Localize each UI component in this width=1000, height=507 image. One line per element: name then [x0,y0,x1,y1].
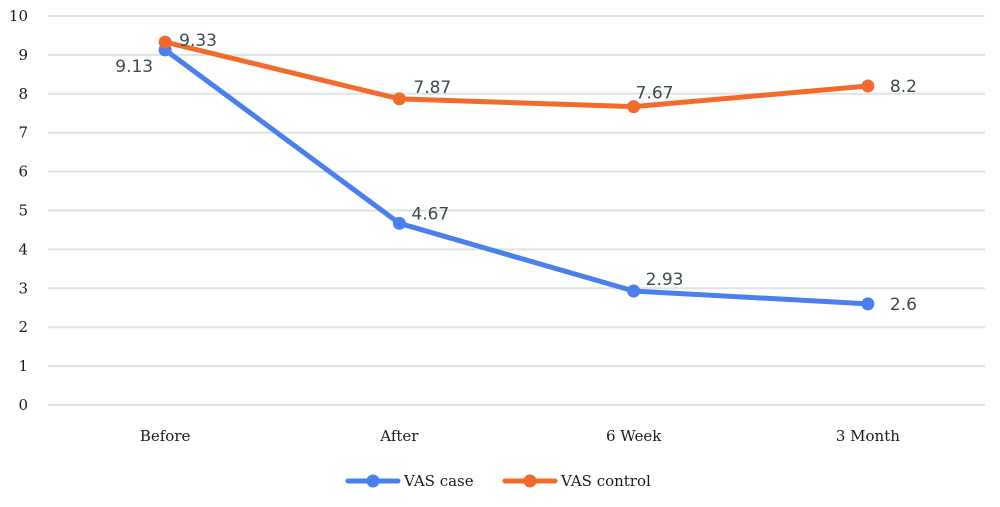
data-point [627,100,641,114]
x-tick-label: Before [140,427,191,445]
data-label: 4.67 [411,204,449,224]
data-label: 8.2 [890,77,917,97]
x-tick-label: 3 Month [836,427,900,445]
y-tick-label: 2 [18,318,28,336]
data-label: 7.87 [413,78,451,98]
legend-item: VAS case [345,472,474,490]
data-point [392,92,406,106]
data-label: 2.6 [890,295,917,315]
legend: VAS case VAS control [345,472,651,490]
y-tick-label: 8 [18,85,28,103]
data-label: 2.93 [646,270,684,290]
legend-swatch-marker [523,474,537,488]
series-vas-control [158,35,875,114]
series-line [162,39,871,110]
legend-label: VAS case [403,472,474,490]
x-tick-label: 6 Week [606,427,662,445]
y-tick-label: 5 [18,202,28,220]
series-line [162,47,871,307]
data-point [392,216,406,230]
x-tick-label: After [379,427,419,445]
y-tick-label: 10 [9,7,28,25]
data-label: 9.13 [115,57,153,77]
y-tick-label: 3 [18,279,28,297]
x-axis-ticks: Before After 6 Week 3 Month [140,427,900,445]
legend-item: VAS control [502,472,651,490]
y-tick-label: 7 [18,124,28,142]
y-tick-label: 4 [18,240,28,258]
data-labels: 9.13 4.67 2.93 2.6 9.33 7.87 7.67 8.2 [115,31,917,315]
data-point [627,284,641,298]
series-vas-case [158,43,875,311]
legend-swatch-marker [366,474,380,488]
data-point [158,35,172,49]
series [158,35,875,311]
y-tick-label: 1 [18,357,28,375]
y-axis-ticks: 0 1 2 3 4 5 6 7 8 9 10 [9,7,28,414]
gridlines [48,15,985,406]
data-point [861,79,875,93]
y-tick-label: 9 [18,46,28,64]
y-tick-label: 0 [18,396,28,414]
y-tick-label: 6 [18,163,28,181]
data-label: 9.33 [179,31,217,51]
data-label: 7.67 [636,84,674,104]
legend-label: VAS control [560,472,651,490]
data-point [861,297,875,311]
